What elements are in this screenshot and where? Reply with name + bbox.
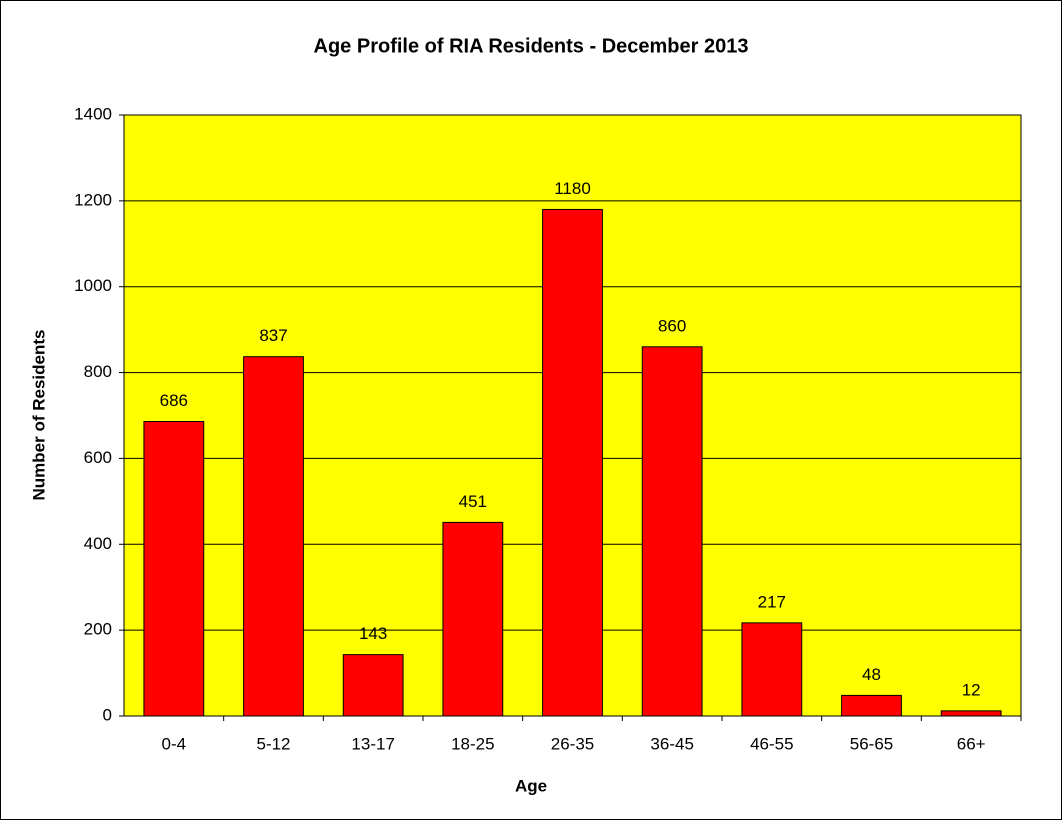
bar xyxy=(442,521,504,717)
y-tick-label: 1200 xyxy=(74,190,112,209)
data-label: 143 xyxy=(359,624,387,643)
data-label: 12 xyxy=(962,680,981,699)
bar xyxy=(143,421,205,717)
bar xyxy=(542,208,603,717)
y-tick-label: 400 xyxy=(84,534,112,553)
data-label: 217 xyxy=(758,592,786,611)
data-label: 451 xyxy=(459,492,487,511)
y-tick-label: 1000 xyxy=(74,276,112,295)
bar xyxy=(741,622,803,717)
data-label: 48 xyxy=(862,665,881,684)
y-tick-label: 0 xyxy=(103,705,112,724)
y-tick-label: 800 xyxy=(84,362,112,381)
bar xyxy=(641,346,703,717)
plot-border xyxy=(123,114,1022,717)
y-tick-label: 1400 xyxy=(74,104,112,123)
x-axis-label: Age xyxy=(515,776,547,795)
y-axis-label: Number of Residents xyxy=(29,330,48,501)
x-tick-label: 46-55 xyxy=(750,734,793,753)
x-tick-label: 0-4 xyxy=(162,734,187,753)
y-tick-label: 200 xyxy=(84,620,112,639)
data-label: 686 xyxy=(160,391,188,410)
x-tick-label: 66+ xyxy=(957,734,986,753)
bar xyxy=(940,710,1002,717)
bar xyxy=(342,654,404,717)
x-tick-label: 36-45 xyxy=(650,734,693,753)
chart-title: Age Profile of RIA Residents - December … xyxy=(314,35,749,57)
x-tick-label: 13-17 xyxy=(351,734,394,753)
data-label: 1180 xyxy=(554,179,591,198)
data-label: 837 xyxy=(259,326,287,345)
x-tick-label: 5-12 xyxy=(256,734,290,753)
bar xyxy=(841,694,902,717)
data-label: 860 xyxy=(658,316,686,335)
x-tick-label: 18-25 xyxy=(451,734,494,753)
x-tick-label: 26-35 xyxy=(551,734,594,753)
y-tick-label: 600 xyxy=(84,448,112,467)
x-tick-label: 56-65 xyxy=(850,734,893,753)
bar xyxy=(243,356,304,717)
